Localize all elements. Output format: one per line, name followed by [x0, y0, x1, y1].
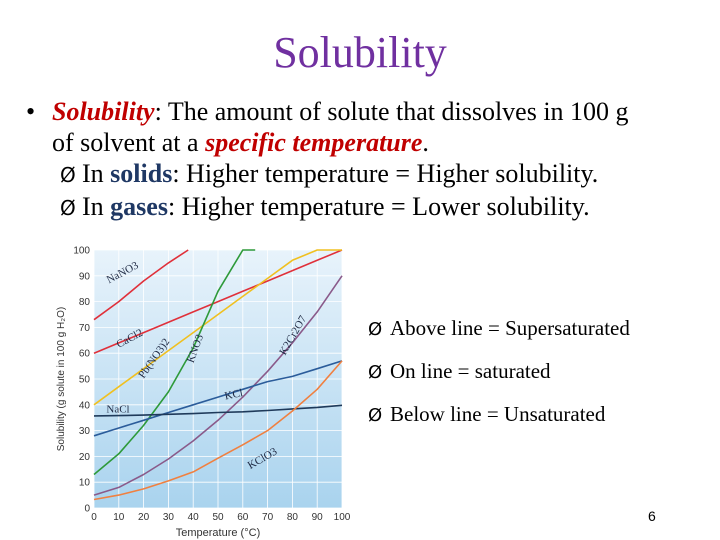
note-saturated: Ø On line = saturated: [368, 357, 630, 400]
arrow-bullet-icon: Ø: [368, 405, 383, 426]
y-tick-label: 90: [79, 271, 91, 282]
y-tick-label: 100: [73, 246, 90, 257]
definition-text-b: of solvent at a: [52, 128, 206, 157]
saturation-notes: Ø Above line = Supersaturated Ø On line = …: [368, 314, 630, 443]
x-tick-label: 40: [188, 512, 200, 523]
solids-post: : Higher temperature = Higher solubility…: [172, 159, 599, 188]
series-label-nacl: NaCl: [106, 404, 129, 416]
solids-term: solids: [110, 159, 173, 188]
note-text: Above line = Supersaturated: [390, 316, 630, 340]
arrow-bullet-icon: Ø: [368, 319, 383, 340]
definition-text-a: : The amount of solute that dissolves in…: [154, 97, 629, 126]
x-tick-label: 90: [312, 512, 324, 523]
series-line-cacl2: [93, 249, 343, 354]
arrow-bullet-icon: Ø: [60, 196, 76, 220]
x-axis-label: Temperature (°C): [176, 527, 260, 539]
y-tick-label: 40: [79, 400, 91, 411]
note-text: Below line = Unsaturated: [390, 402, 606, 426]
series-line-nacl: [93, 404, 343, 417]
gases-line: Ø In gases: Higher temperature = Lower so…: [26, 191, 706, 224]
y-tick-label: 0: [84, 504, 90, 515]
series-line-kclo3: [93, 360, 343, 501]
x-tick-label: 80: [287, 512, 299, 523]
arrow-bullet-icon: Ø: [60, 163, 76, 187]
x-tick-label: 60: [237, 512, 249, 523]
y-tick-label: 80: [79, 297, 91, 308]
x-tick-label: 100: [334, 512, 351, 523]
series-line-k2cr2o7: [93, 275, 343, 496]
note-text: On line = saturated: [390, 359, 551, 383]
solids-pre: In: [82, 159, 111, 188]
series-line-pb-no3-2: [93, 249, 342, 406]
note-supersaturated: Ø Above line = Supersaturated: [368, 314, 630, 357]
x-tick-label: 30: [163, 512, 175, 523]
definition-term: Solubility: [52, 97, 155, 126]
x-tick-label: 70: [262, 512, 274, 523]
series-line-nano3: [93, 249, 189, 321]
solids-line: Ø In solids: Higher temperature = Higher …: [26, 158, 706, 191]
y-tick-label: 60: [79, 349, 91, 360]
note-unsaturated: Ø Below line = Unsaturated: [368, 400, 630, 443]
page-number: 6: [648, 508, 656, 524]
gases-pre: In: [82, 192, 111, 221]
y-tick-label: 10: [79, 478, 91, 489]
y-tick-label: 50: [79, 375, 91, 386]
slide-body: • Solubility: The amount of solute that …: [26, 96, 706, 224]
x-tick-label: 20: [138, 512, 150, 523]
arrow-bullet-icon: Ø: [368, 362, 383, 383]
y-tick-label: 70: [79, 323, 91, 334]
definition-emphasis: specific temperature: [205, 128, 423, 157]
x-tick-label: 0: [91, 512, 97, 523]
y-axis-label: Solubility (g solute in 100 g H₂O): [56, 307, 67, 452]
definition-bullet: • Solubility: The amount of solute that …: [26, 96, 706, 158]
series-line-kcl: [93, 360, 343, 437]
y-tick-label: 20: [79, 452, 91, 463]
x-tick-label: 50: [212, 512, 224, 523]
definition-text-c: .: [422, 128, 429, 157]
gases-term: gases: [110, 192, 168, 221]
gases-post: : Higher temperature = Lower solubility.: [167, 192, 590, 221]
slide-title: Solubility: [273, 28, 447, 77]
series-label-kcl: KCl: [224, 387, 244, 403]
x-tick-label: 10: [113, 512, 125, 523]
bullet-icon: •: [26, 97, 36, 126]
y-tick-label: 30: [79, 426, 91, 437]
series-line-kno3: [93, 249, 256, 476]
